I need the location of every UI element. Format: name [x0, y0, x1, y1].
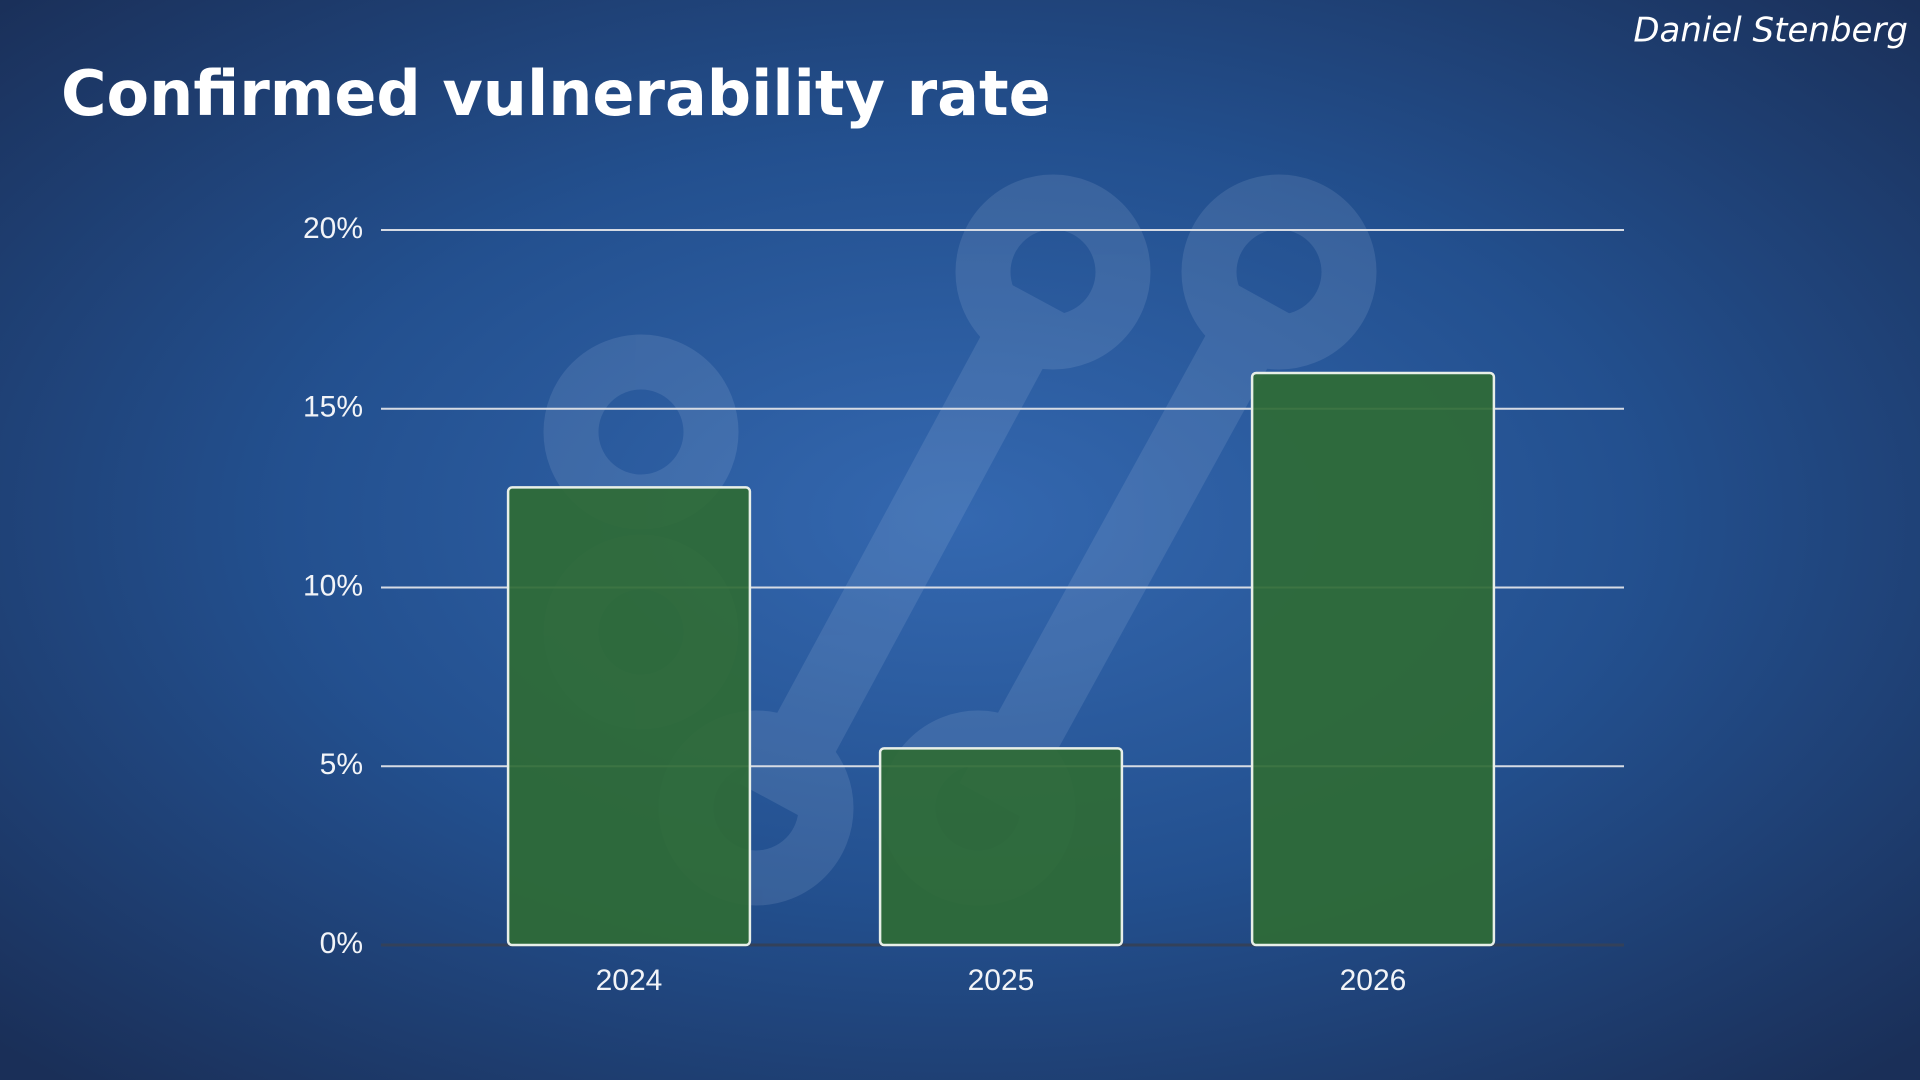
y-tick-label: 0% — [320, 927, 363, 960]
y-tick-label: 20% — [303, 212, 363, 245]
y-tick-label: 10% — [303, 569, 363, 602]
x-tick-label: 2026 — [1340, 964, 1407, 997]
bar — [878, 747, 1124, 947]
y-tick-label: 5% — [320, 748, 363, 781]
bar — [1250, 371, 1496, 947]
bar — [506, 486, 752, 947]
x-tick-label: 2024 — [596, 964, 663, 997]
chart-title: Confirmed vulnerability rate — [61, 57, 1051, 130]
x-tick-label: 2025 — [968, 964, 1035, 997]
author: Daniel Stenberg — [1633, 11, 1908, 51]
y-tick-label: 15% — [303, 391, 363, 424]
